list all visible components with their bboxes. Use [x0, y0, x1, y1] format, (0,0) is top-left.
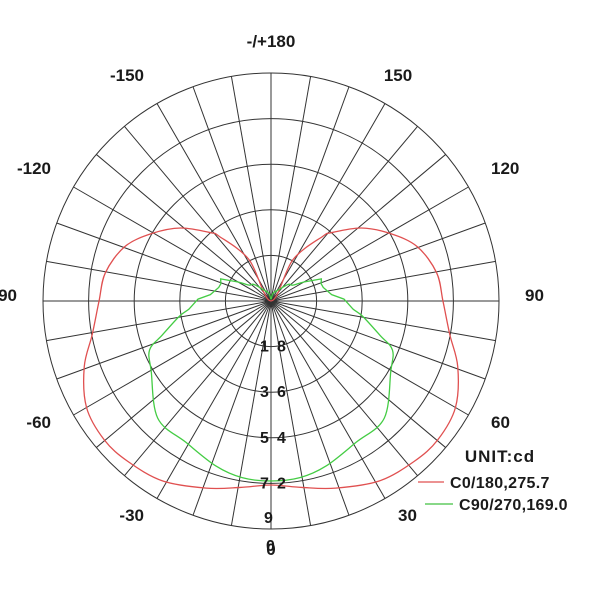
- svg-text:-/+180: -/+180: [247, 32, 296, 51]
- svg-text:1: 1: [260, 339, 269, 356]
- svg-text:9: 9: [264, 510, 273, 527]
- svg-text:120: 120: [491, 159, 519, 178]
- svg-text:C90/270,169.0: C90/270,169.0: [459, 497, 568, 514]
- svg-text:90: 90: [525, 286, 544, 305]
- svg-text:-90: -90: [0, 286, 17, 305]
- svg-text:-60: -60: [26, 413, 51, 432]
- svg-text:2: 2: [277, 475, 286, 492]
- svg-text:8: 8: [277, 339, 286, 356]
- svg-text:C0/180,275.7: C0/180,275.7: [450, 475, 550, 492]
- svg-text:-30: -30: [119, 506, 144, 525]
- svg-text:3: 3: [260, 384, 269, 401]
- svg-text:60: 60: [491, 413, 510, 432]
- svg-text:6: 6: [277, 384, 286, 401]
- svg-text:-150: -150: [110, 66, 144, 85]
- svg-text:150: 150: [384, 66, 412, 85]
- svg-text:UNIT:cd: UNIT:cd: [465, 447, 535, 466]
- svg-text:30: 30: [398, 506, 417, 525]
- svg-text:0: 0: [266, 538, 275, 555]
- svg-text:-120: -120: [17, 159, 51, 178]
- svg-text:7: 7: [260, 475, 269, 492]
- svg-text:5: 5: [260, 430, 269, 447]
- svg-text:4: 4: [277, 430, 286, 447]
